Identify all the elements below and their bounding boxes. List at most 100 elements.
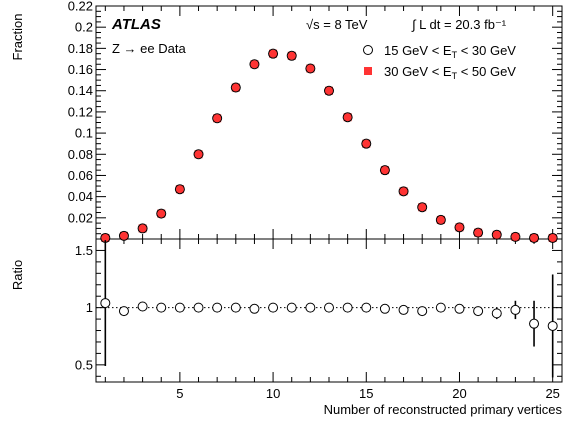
data-point-open-circle (379, 165, 390, 176)
data-point-filled-square (548, 233, 557, 242)
ratio-point (100, 298, 111, 309)
data-point-open-circle (454, 222, 465, 233)
legend-entry-2-main: 30 GeV < E (384, 64, 452, 79)
data-point-open-circle (212, 113, 223, 124)
dataset-label: Z → ee Data (112, 41, 186, 56)
ratio-series-layer (100, 240, 558, 378)
top-ytick-label: 0.2 (75, 20, 93, 35)
lumi-label: ∫ L dt = 20.3 fb⁻¹ (411, 17, 507, 32)
data-point-filled-square (269, 49, 278, 58)
data-point-open-circle (174, 184, 185, 195)
data-point-open-circle (398, 186, 409, 197)
ratio-point (249, 303, 260, 314)
ratio-point (212, 302, 223, 313)
atlas-label: ATLAS (111, 16, 161, 33)
data-point-filled-square (101, 233, 110, 242)
data-point-open-circle (137, 223, 148, 234)
data-point-filled-square (343, 113, 352, 122)
legend-entry-1-tail: < 30 GeV (457, 43, 516, 58)
data-point-filled-square (157, 209, 166, 218)
data-point-filled-square (455, 223, 464, 232)
top-ytick-label: 0.14 (68, 83, 93, 98)
bottom-ytick-label: 1 (86, 300, 93, 315)
bottom-ylabel: Ratio (10, 260, 25, 290)
legend-marker-open-circle (363, 45, 373, 55)
ratio-point (435, 302, 446, 313)
top-ytick-label: 0.16 (68, 62, 93, 77)
bottom-xtick-label: 5 (176, 386, 183, 401)
bottom-ytick-label: 1.5 (75, 243, 93, 258)
data-point-open-circle (529, 232, 540, 243)
data-point-filled-square (530, 233, 539, 242)
ratio-point (286, 302, 297, 313)
ratio-point (379, 303, 390, 314)
data-point-open-circle (361, 138, 372, 149)
ratio-point (510, 304, 521, 315)
data-point-open-circle (230, 82, 241, 93)
data-point-open-circle (156, 208, 167, 219)
energy-label: √s = 8 TeV (306, 17, 368, 32)
bottom-xtick-label: 15 (359, 386, 373, 401)
ratio-point (398, 304, 409, 315)
data-point-open-circle (268, 48, 279, 59)
ratio-point (473, 306, 484, 317)
ratio-point (547, 320, 558, 331)
data-point-filled-square (325, 86, 333, 95)
bottom-xtick-label: 10 (266, 386, 280, 401)
top-series-layer (100, 48, 558, 243)
data-point-open-circle (473, 227, 484, 238)
data-point-filled-square (474, 228, 483, 237)
data-point-open-circle (249, 59, 260, 70)
ratio-point (529, 318, 540, 329)
ratio-point (361, 302, 372, 313)
data-point-open-circle (491, 229, 502, 240)
legend-entry-2-sub: T (452, 71, 458, 81)
ratio-point (324, 302, 334, 313)
legend-entry-1: 15 GeV < ET < 30 GeV (384, 43, 516, 60)
data-point-filled-square (511, 232, 520, 241)
bottom-y-axis: 0.5 1 1.5 (75, 243, 562, 377)
data-point-filled-square (119, 231, 128, 240)
legend-marker-filled-square (364, 67, 372, 75)
top-ytick-label: 0.02 (68, 210, 93, 225)
data-point-open-circle (193, 149, 204, 160)
ratio-point (230, 302, 241, 313)
data-point-open-circle (324, 85, 334, 96)
ratio-point (417, 306, 428, 317)
ratio-point (174, 302, 185, 313)
legend-entry-1-main: 15 GeV < E (384, 43, 452, 58)
top-ytick-label: 0.1 (75, 126, 93, 141)
ratio-point (156, 302, 167, 313)
data-point-filled-square (138, 224, 147, 233)
data-point-filled-square (287, 51, 296, 60)
legend-entry-1-sub: T (452, 50, 458, 60)
xlabel: Number of reconstructed primary vertices (324, 402, 563, 417)
data-point-filled-square (362, 139, 371, 148)
data-point-open-circle (547, 232, 558, 243)
data-point-open-circle (305, 63, 316, 74)
data-point-filled-square (175, 185, 184, 194)
top-ylabel: Fraction (10, 14, 25, 61)
bottom-ytick-label: 0.5 (75, 357, 93, 372)
data-point-filled-square (250, 60, 259, 69)
ratio-point (268, 302, 279, 313)
top-y-axis: 0.02 0.04 0.06 0.08 0.1 0.12 0.14 0.16 0.18 0.2 0.… (68, 0, 562, 235)
data-point-filled-square (492, 230, 501, 239)
bottom-xtick-label: 25 (545, 386, 559, 401)
data-point-open-circle (510, 231, 521, 242)
ratio-point (118, 306, 129, 317)
top-ytick-label: 0.08 (68, 147, 93, 162)
data-point-filled-square (194, 150, 203, 159)
ratio-point (305, 302, 316, 313)
ratio-point (137, 301, 148, 312)
data-point-filled-square (213, 114, 222, 123)
ratio-point (342, 302, 353, 313)
data-point-open-circle (417, 202, 428, 213)
top-ytick-label: 0.12 (68, 104, 93, 119)
data-point-open-circle (118, 230, 129, 241)
top-ytick-label: 0.06 (68, 168, 93, 183)
ratio-point (454, 303, 465, 314)
data-point-filled-square (399, 187, 408, 196)
legend: 15 GeV < ET < 30 GeV 30 GeV < ET < 50 Ge… (363, 43, 516, 81)
